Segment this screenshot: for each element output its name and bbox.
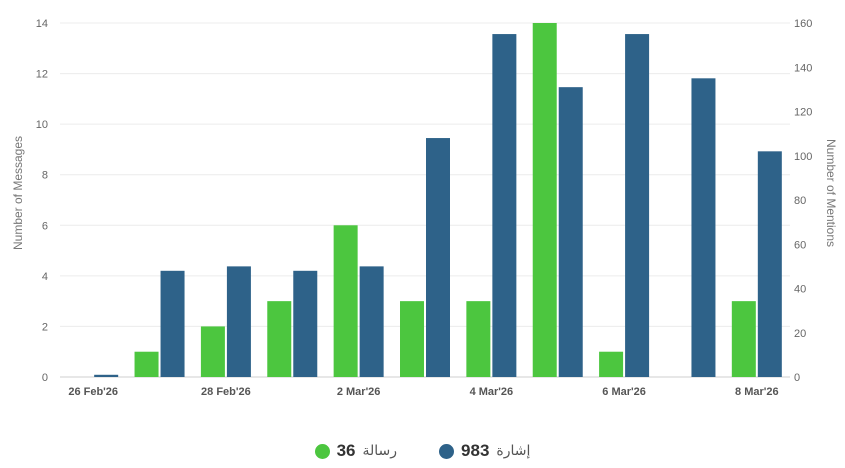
- bar-mentions: [625, 34, 650, 377]
- bar-mentions: [160, 270, 185, 377]
- bar-mentions: [691, 78, 716, 377]
- bar-mentions: [359, 266, 384, 377]
- x-tick-label: 2 Mar'26: [337, 386, 381, 398]
- x-tick-label: 6 Mar'26: [602, 386, 646, 398]
- y-tick-label-left: 10: [36, 119, 48, 131]
- legend-item-messages[interactable]: 36 رسالة: [314, 441, 398, 461]
- bar-messages: [200, 326, 225, 377]
- bar-messages: [466, 301, 491, 377]
- bar-messages: [400, 301, 424, 377]
- y-tick-label-left: 12: [36, 69, 48, 81]
- bar-messages: [731, 301, 756, 377]
- legend-swatch-mentions: [439, 443, 455, 459]
- y-tick-label-right: 40: [794, 284, 806, 296]
- y-tick-label-left: 2: [42, 321, 48, 333]
- y-tick-label-right: 60: [794, 239, 806, 251]
- x-tick-label: 26 Feb'26: [68, 386, 118, 398]
- legend-label-mentions: إشارة: [496, 443, 531, 459]
- y-tick-label-right: 100: [794, 151, 812, 163]
- legend-count-mentions: 983: [461, 441, 490, 460]
- y-tick-label-left: 0: [42, 372, 48, 384]
- legend-item-mentions[interactable]: 983 إشارة: [439, 441, 530, 461]
- bar-mentions: [94, 374, 119, 377]
- bar-mentions: [293, 270, 318, 377]
- legend: 36 رسالة 983 إشارة: [0, 441, 845, 461]
- y-tick-label-right: 160: [794, 18, 812, 30]
- y-axis-title-right: Number of Mentions: [824, 139, 838, 247]
- y-tick-label-right: 80: [794, 195, 806, 207]
- y-tick-label-left: 6: [42, 220, 48, 232]
- y-tick-label-left: 14: [36, 18, 48, 30]
- x-tick-label: 8 Mar'26: [735, 386, 779, 398]
- y-tick-label-left: 4: [42, 271, 48, 283]
- bar-mentions: [757, 151, 782, 377]
- x-tick-label: 28 Feb'26: [201, 386, 251, 398]
- y-tick-label-right: 0: [794, 372, 800, 384]
- bar-messages: [599, 351, 624, 377]
- y-axis-title-left: Number of Messages: [11, 136, 25, 250]
- bar-messages: [267, 301, 292, 377]
- y-tick-label-right: 120: [794, 107, 812, 119]
- bar-mentions: [558, 87, 583, 377]
- legend-count-messages: 36: [336, 441, 356, 460]
- bar-messages: [333, 225, 358, 377]
- y-tick-label-left: 8: [42, 170, 48, 182]
- legend-label-messages: رسالة: [362, 443, 398, 459]
- bar-messages: [134, 351, 159, 377]
- bars: [94, 23, 782, 377]
- y-tick-label-right: 20: [794, 328, 806, 340]
- bar-mentions: [426, 138, 450, 377]
- bar-mentions: [226, 266, 251, 377]
- x-tick-label: 4 Mar'26: [470, 386, 514, 398]
- bar-mentions: [492, 34, 517, 377]
- bar-messages: [532, 23, 557, 377]
- y-tick-label-right: 140: [794, 62, 812, 74]
- legend-swatch-messages: [314, 443, 330, 459]
